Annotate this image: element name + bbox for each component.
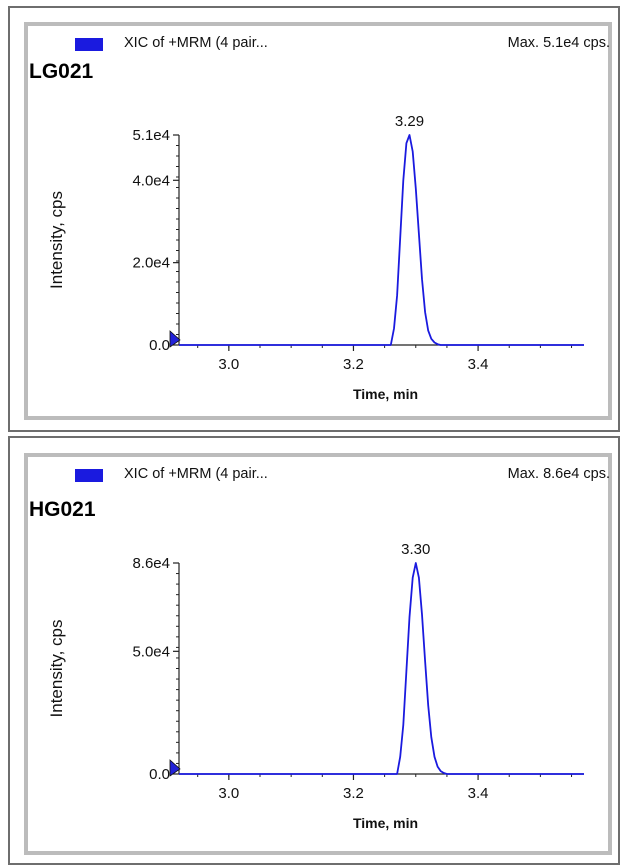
chart1-x-tick-label: 3.4 bbox=[468, 356, 489, 373]
chart1-x-axis-label: Time, min bbox=[353, 386, 418, 402]
chart2-peak-label: 3.30 bbox=[401, 541, 430, 558]
chart1-x-tick-label: 3.0 bbox=[218, 356, 239, 373]
chromatogram-panel-2: XIC of +MRM (4 pair... Max. 8.6e4 cps. H… bbox=[8, 436, 620, 865]
legend-swatch-1 bbox=[75, 38, 103, 51]
chart1-y-tick-label: 5.1e4 bbox=[132, 127, 170, 144]
chart2-y-tick-label: 5.0e4 bbox=[132, 643, 170, 660]
chart1-range-start-marker bbox=[169, 330, 181, 348]
chart1-y-tick-label: 2.0e4 bbox=[132, 255, 170, 272]
chart2-range-start-marker bbox=[169, 759, 181, 777]
legend-label-2: XIC of +MRM (4 pair... bbox=[124, 466, 268, 482]
chart1-y-tick-label: 4.0e4 bbox=[132, 172, 170, 189]
chart1-series-trace-1 bbox=[179, 134, 584, 346]
chart1-x-tick-label: 3.2 bbox=[343, 356, 364, 373]
chart-frame-1: XIC of +MRM (4 pair... Max. 5.1e4 cps. L… bbox=[24, 22, 612, 420]
max-intensity-label-2: Max. 8.6e4 cps. bbox=[507, 466, 610, 482]
chart1-y-tick-label: 0.0 bbox=[149, 337, 170, 354]
chart2-x-tick-label: 3.2 bbox=[343, 785, 364, 802]
chart-frame-2: XIC of +MRM (4 pair... Max. 8.6e4 cps. H… bbox=[24, 453, 612, 855]
legend-label-1: XIC of +MRM (4 pair... bbox=[124, 35, 268, 51]
chromatogram-panel-1: XIC of +MRM (4 pair... Max. 5.1e4 cps. L… bbox=[8, 6, 620, 432]
max-intensity-label-1: Max. 5.1e4 cps. bbox=[507, 35, 610, 51]
chart2-x-tick-label: 3.4 bbox=[468, 785, 489, 802]
legend-swatch-2 bbox=[75, 469, 103, 482]
chart2-y-tick-label: 0.0 bbox=[149, 766, 170, 783]
chart1-y-axis-label: Intensity, cps bbox=[47, 191, 66, 289]
chart2-x-tick-label: 3.0 bbox=[218, 785, 239, 802]
sample-label-1: LG021 bbox=[29, 60, 94, 83]
sample-label-2: HG021 bbox=[29, 498, 96, 521]
chart2-series-trace-1 bbox=[179, 562, 584, 775]
chart2-y-axis-label: Intensity, cps bbox=[47, 620, 66, 718]
chart2-y-tick-label: 8.6e4 bbox=[132, 555, 170, 572]
chart2-x-axis-label: Time, min bbox=[353, 815, 418, 831]
chart1-peak-label: 3.29 bbox=[395, 113, 424, 130]
